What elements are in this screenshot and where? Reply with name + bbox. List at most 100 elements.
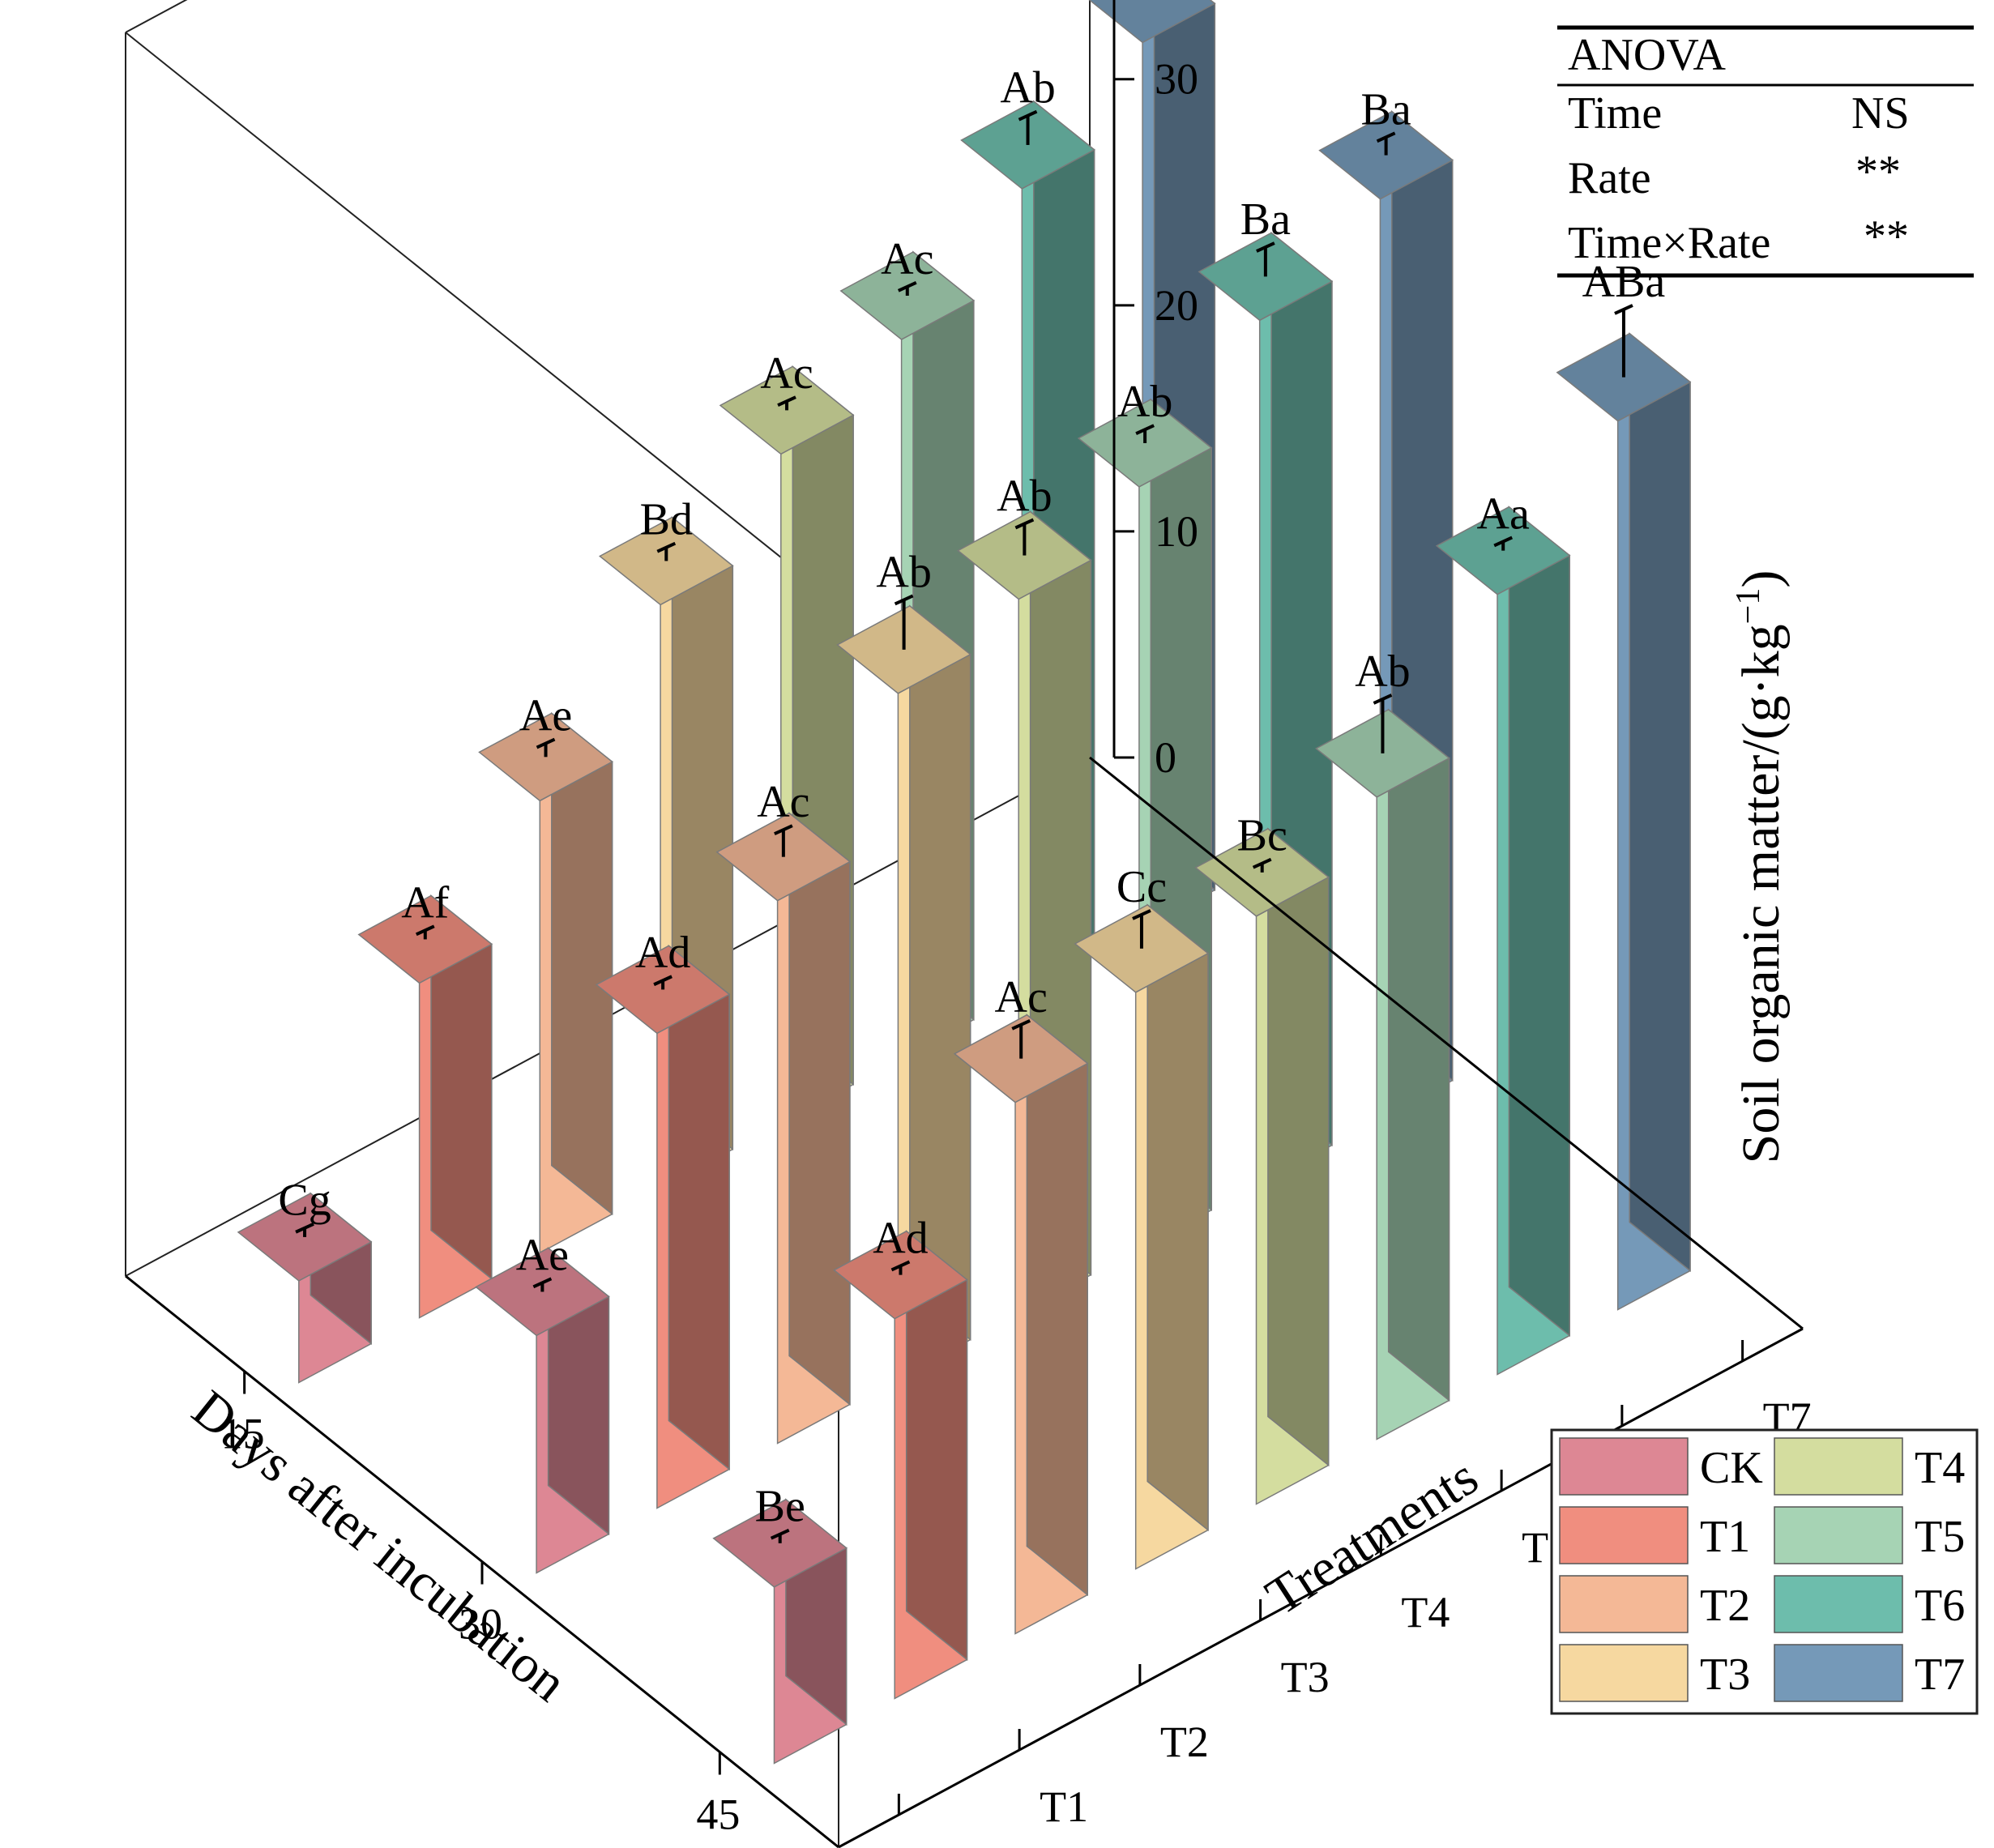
bar-top-face — [1088, 0, 1216, 44]
bar-T7-day45: ABa — [1556, 257, 1692, 1311]
legend-label-T6: T6 — [1915, 1581, 1965, 1631]
significance-label: Ac — [757, 777, 809, 827]
significance-label: Ac — [995, 972, 1048, 1022]
bar-side-face — [668, 944, 730, 1471]
error-bar-cap — [653, 975, 672, 987]
z-tick-label-30: 30 — [1155, 55, 1198, 104]
bar-T2-day30: Ac — [715, 777, 852, 1445]
error-bar-cap — [1376, 131, 1396, 143]
bar-top-face — [478, 712, 613, 802]
legend-swatch-T2 — [1559, 1575, 1689, 1633]
error-bar-cap — [415, 924, 435, 937]
significance-label: Be — [755, 1482, 805, 1532]
box-edge-back-4 — [125, 32, 839, 604]
error-bar-cap — [1614, 304, 1633, 315]
error-bar-cap — [1132, 909, 1151, 920]
significance-label: Ab — [997, 472, 1052, 522]
error-bar-cap — [890, 1260, 911, 1272]
error-bar-cap — [656, 541, 677, 553]
error-bar-cap — [770, 1528, 790, 1540]
treatment-tick-label-T3: T3 — [1281, 1653, 1330, 1701]
error-bar-cap — [777, 395, 796, 408]
legend-swatch-T1 — [1559, 1506, 1689, 1564]
significance-label: Ba — [1361, 84, 1411, 134]
bars-layer: AaAbAcAcBdAeAfCgBaBaAbAbAbAcAdAeABaAaAbB… — [237, 0, 1692, 1765]
significance-label: Ab — [876, 547, 931, 597]
legend-swatch-T4 — [1774, 1437, 1903, 1496]
significance-label: ABa — [1582, 257, 1666, 307]
error-bar-cap — [1011, 1018, 1031, 1031]
significance-label: Aa — [1477, 489, 1530, 539]
significance-label: Ae — [519, 691, 572, 741]
error-bar-cap — [532, 1277, 553, 1289]
bar-T3-day30: Ab — [836, 547, 972, 1380]
bar-top-face — [598, 516, 734, 606]
legend-label-T5: T5 — [1915, 1512, 1965, 1562]
bar-T3-day45: Cc — [1074, 862, 1210, 1570]
treatment-tick-label-T1: T1 — [1040, 1782, 1088, 1831]
bar-T2-day15: Ae — [478, 691, 613, 1254]
bar-CK-day15: Cg — [237, 1176, 373, 1384]
bar-T1-day15: Af — [357, 877, 493, 1319]
significance-label: Ad — [873, 1213, 928, 1263]
bar-top-face — [833, 1230, 968, 1320]
significance-label: Ae — [516, 1230, 569, 1280]
box-edge-back-3 — [125, 0, 188, 33]
days-tick-label-15: 15 — [221, 1410, 265, 1458]
legend-swatch-CK — [1559, 1437, 1689, 1496]
bar-T2-day45: Ac — [953, 972, 1089, 1635]
z-tick-label-10: 10 — [1155, 507, 1198, 556]
anova-factor-time: Time — [1568, 88, 1662, 139]
legend-label-T7: T7 — [1915, 1650, 1965, 1700]
bar-side-face — [1026, 1014, 1088, 1597]
bar-top-face — [839, 251, 976, 340]
bar-side-face — [1146, 903, 1209, 1532]
legend-swatch-T5 — [1774, 1506, 1903, 1564]
bar-top-face — [960, 100, 1095, 190]
error-bar-cap — [1373, 694, 1393, 705]
days-tick-label-45: 45 — [696, 1790, 740, 1839]
error-bar-cap — [1252, 857, 1272, 869]
significance-label: Ba — [1240, 194, 1291, 245]
anova-sig-interaction: ** — [1864, 211, 1909, 262]
error-bar-cap — [897, 281, 917, 292]
days-axis-title: Days after incubation — [181, 1379, 578, 1713]
anova-title: ANOVA — [1568, 30, 1727, 80]
significance-label: Cg — [278, 1176, 331, 1226]
error-bar-cap — [1018, 109, 1038, 122]
error-bar-cap — [1256, 241, 1275, 253]
legend: CK T1 T2 T3 T4 T5 T6 T7 — [1550, 1428, 1979, 1715]
error-bar-cap — [1014, 518, 1035, 530]
significance-label: Af — [401, 877, 449, 928]
bar-T6-day45: Aa — [1435, 489, 1571, 1376]
significance-label: Ac — [881, 234, 933, 284]
anova-table: ANOVA Time NS Rate ** Time×Rate ** — [1557, 25, 1974, 278]
legend-label-T3: T3 — [1700, 1650, 1750, 1700]
significance-label: Bd — [640, 495, 693, 545]
error-bar-cap — [536, 737, 556, 749]
z-tick-label-20: 20 — [1155, 281, 1198, 330]
significance-label: Ab — [1117, 377, 1172, 427]
significance-label: Ab — [1000, 63, 1055, 113]
legend-label-CK: CK — [1700, 1443, 1763, 1493]
bar-top-face — [357, 894, 493, 984]
treatment-axis-line — [838, 1327, 1804, 1848]
bar-T4-day45: Bc — [1194, 811, 1330, 1505]
anova-sig-rate: ** — [1855, 147, 1901, 197]
significance-label: Ab — [1355, 647, 1410, 697]
bar-CK-day45: Be — [712, 1482, 848, 1765]
legend-label-T4: T4 — [1915, 1443, 1965, 1493]
bar-T1-day30: Ad — [595, 928, 731, 1509]
bar-top-face — [1435, 506, 1571, 595]
bar-CK-day30: Ae — [475, 1230, 610, 1574]
error-bar-cap — [295, 1222, 314, 1234]
bar-T5-day45: Ab — [1315, 647, 1450, 1440]
legend-label-T2: T2 — [1700, 1581, 1750, 1631]
legend-swatch-T6 — [1774, 1575, 1903, 1633]
z-tick-label-0: 0 — [1155, 733, 1176, 782]
treatment-tick-label-T4: T4 — [1401, 1588, 1450, 1637]
days-tick-label-30: 30 — [459, 1600, 502, 1649]
significance-label: Ad — [635, 928, 690, 978]
error-bar-cap — [1135, 424, 1155, 436]
legend-label-T1: T1 — [1700, 1512, 1750, 1562]
